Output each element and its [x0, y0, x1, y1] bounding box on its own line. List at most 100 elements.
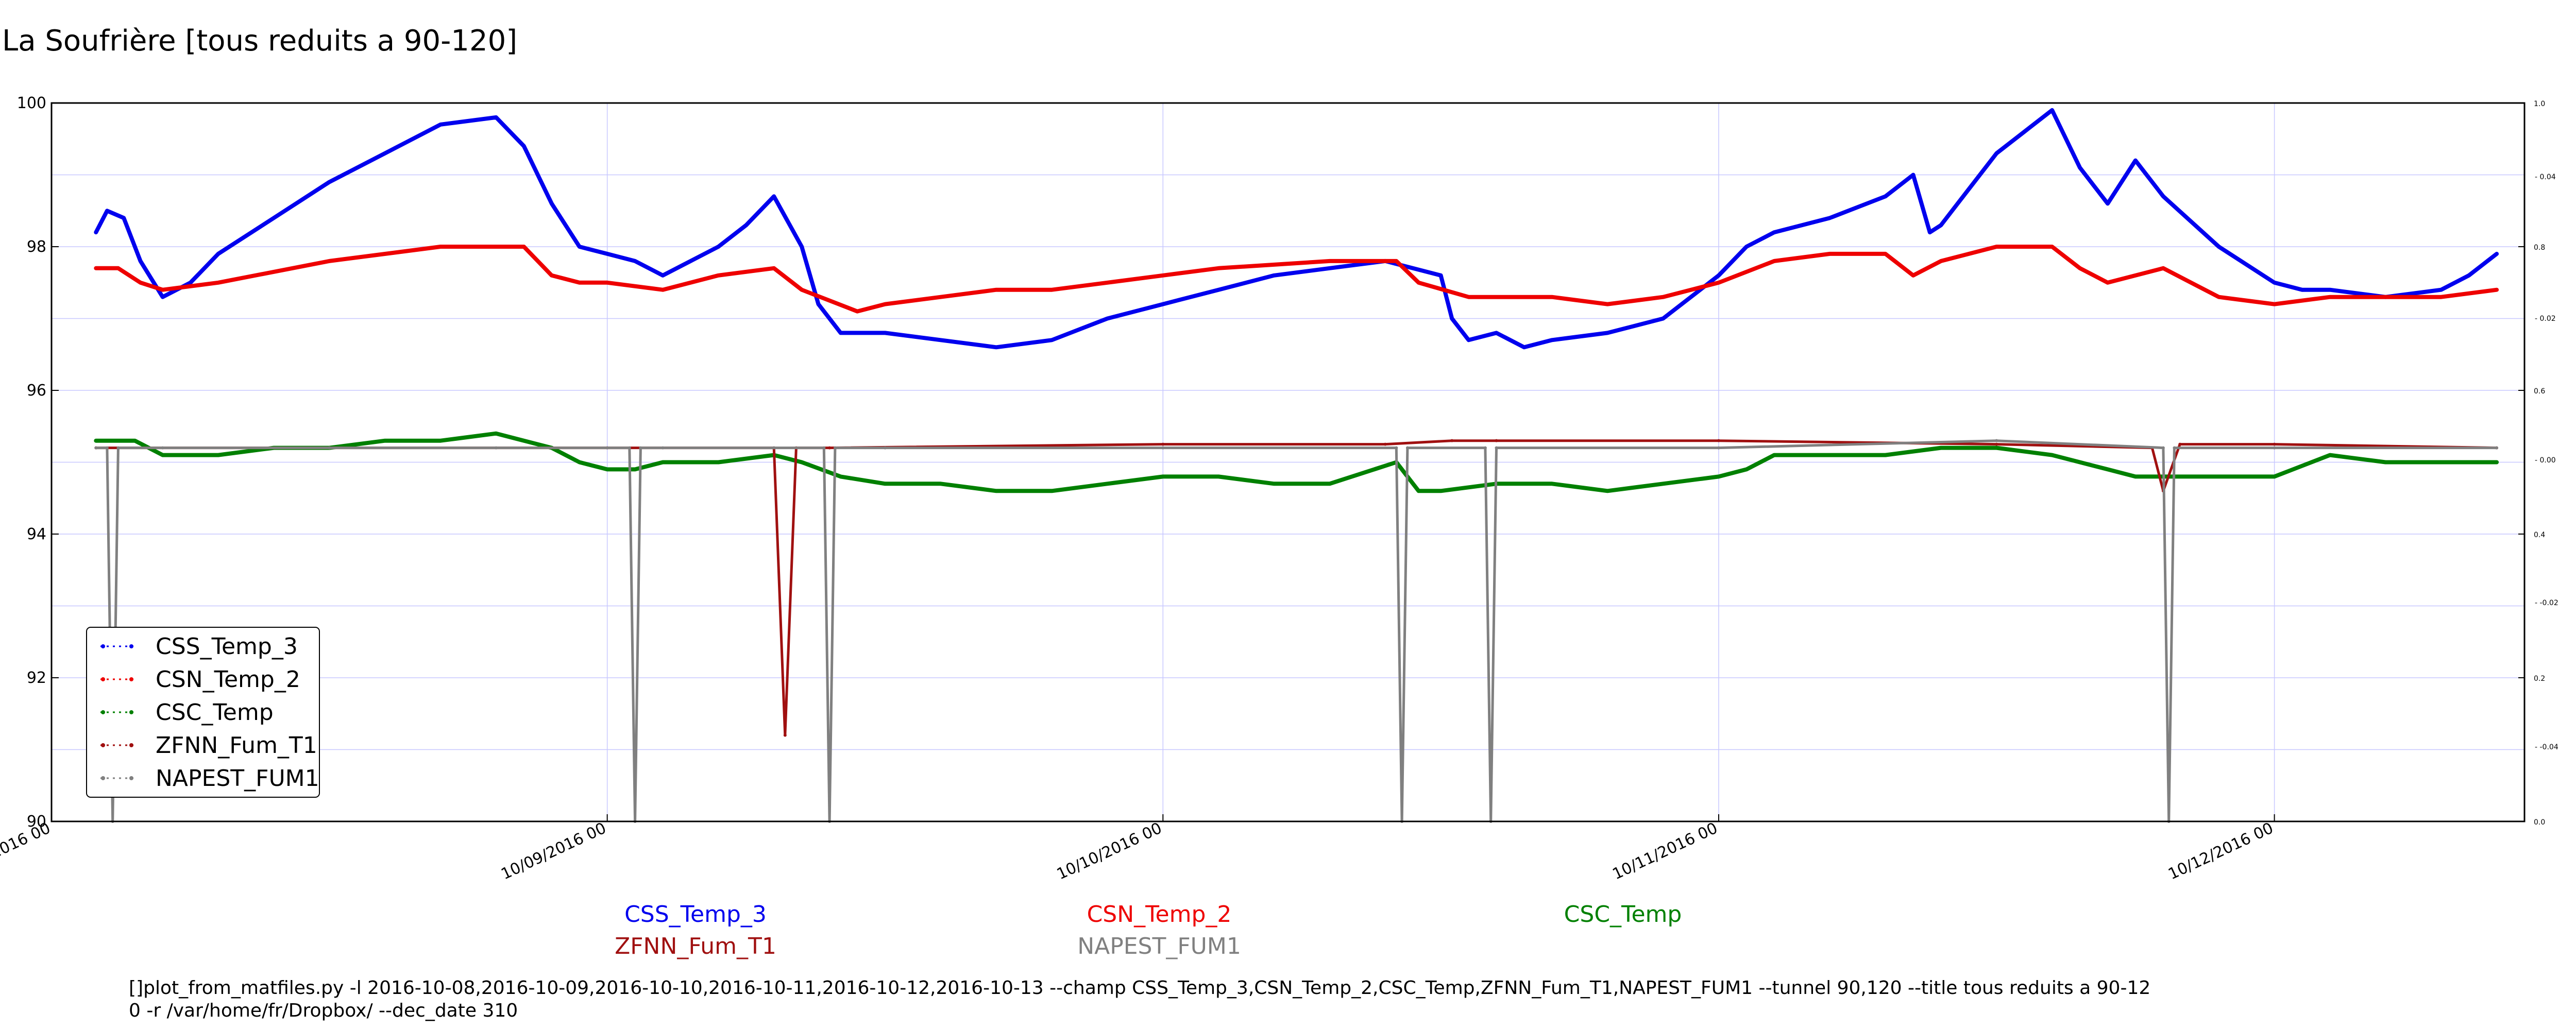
- data-point-CSC_Temp: [1328, 482, 1331, 486]
- data-point-CSN_Temp_2: [116, 266, 120, 270]
- data-point-CSN_Temp_2: [1995, 245, 1998, 248]
- data-point-CSC_Temp: [1439, 489, 1443, 493]
- bottom-label-CSS_Temp_3: CSS_Temp_3: [624, 901, 767, 928]
- data-point-CSS_Temp_3: [1744, 245, 1748, 248]
- data-point-CSS_Temp_3: [1522, 346, 1526, 349]
- series-line-CSN_Temp_2: [94, 245, 2499, 314]
- data-point-CSN_Temp_2: [161, 288, 164, 291]
- data-point-CSS_Temp_3: [1606, 331, 1609, 335]
- data-point-CSS_Temp_3: [2439, 288, 2443, 291]
- data-point-NAPEST_FUM1: [105, 446, 109, 450]
- data-point-CSS_Temp_3: [1772, 231, 1776, 234]
- data-point-CSS_Temp_3: [2133, 159, 2137, 162]
- data-point-CSN_Temp_2: [1550, 295, 1554, 299]
- data-point-NAPEST_FUM1: [94, 446, 98, 450]
- data-point-CSS_Temp_3: [1273, 273, 1276, 277]
- data-point-CSN_Temp_2: [1395, 259, 1398, 263]
- data-point-CSS_Temp_3: [994, 346, 998, 349]
- data-point-CSS_Temp_3: [772, 195, 776, 198]
- data-point-CSS_Temp_3: [105, 209, 109, 213]
- data-point-CSS_Temp_3: [2467, 273, 2471, 277]
- data-point-CSC_Temp: [2273, 475, 2276, 478]
- right-tick-label-small: - 0.04: [2535, 173, 2556, 181]
- data-point-CSS_Temp_3: [939, 338, 942, 342]
- x-tick-label: 10/12/2016 00: [2165, 819, 2276, 884]
- data-point-CSC_Temp: [2106, 468, 2110, 471]
- data-point-CSC_Temp: [2217, 475, 2221, 478]
- data-point-CSN_Temp_2: [2495, 288, 2499, 291]
- data-point-NAPEST_FUM1: [2161, 446, 2165, 450]
- data-point-ZFNN_Fum_T1: [1383, 442, 1387, 446]
- data-point-CSN_Temp_2: [1050, 288, 1054, 291]
- data-point-CSN_Temp_2: [1106, 281, 1109, 284]
- data-point-CSS_Temp_3: [216, 252, 220, 255]
- data-point-CSS_Temp_3: [1662, 317, 1665, 320]
- data-point-CSC_Temp: [883, 482, 887, 486]
- legend-marker-CSC_Temp: [129, 710, 133, 714]
- data-point-CSN_Temp_2: [939, 295, 942, 299]
- data-point-CSN_Temp_2: [216, 281, 220, 284]
- y-tick-label: 98: [27, 238, 46, 256]
- data-point-CSN_Temp_2: [1939, 259, 1943, 263]
- data-point-CSS_Temp_3: [1928, 231, 1931, 234]
- data-point-NAPEST_FUM1: [1405, 446, 1409, 450]
- data-point-CSS_Temp_3: [272, 216, 276, 220]
- data-point-ZFNN_Fum_T1: [1717, 439, 1720, 442]
- data-point-CSS_Temp_3: [1450, 317, 1454, 320]
- data-point-CSC_Temp: [522, 439, 526, 442]
- legend-label-NAPEST_FUM1: NAPEST_FUM1: [156, 765, 319, 792]
- data-point-CSC_Temp: [1884, 453, 1887, 457]
- data-point-CSN_Temp_2: [717, 273, 720, 277]
- data-point-CSN_Temp_2: [2106, 281, 2110, 284]
- right-tick-label: 0.2: [2534, 675, 2545, 683]
- data-point-CSN_Temp_2: [1217, 266, 1221, 270]
- data-point-CSN_Temp_2: [2161, 266, 2165, 270]
- data-point-CSN_Temp_2: [856, 310, 859, 313]
- plot-frame: [50, 102, 2526, 822]
- right-tick-label: 0.4: [2534, 531, 2545, 539]
- data-point-CSC_Temp: [216, 453, 220, 457]
- data-point-CSS_Temp_3: [1050, 338, 1054, 342]
- data-point-CSS_Temp_3: [1828, 216, 1832, 220]
- bottom-series-labels: CSS_Temp_3 CSN_Temp_2 CSC_Temp ZFNN_Fum_T1 N…: [615, 901, 1682, 959]
- data-point-CSS_Temp_3: [1106, 317, 1109, 320]
- data-point-CSN_Temp_2: [94, 266, 98, 270]
- data-point-CSN_Temp_2: [2384, 295, 2387, 299]
- data-point-CSS_Temp_3: [2273, 281, 2276, 284]
- data-point-CSC_Temp: [1273, 482, 1276, 486]
- data-point-CSC_Temp: [1161, 475, 1165, 478]
- data-point-CSS_Temp_3: [578, 245, 581, 248]
- data-point-NAPEST_FUM1: [1483, 446, 1487, 450]
- legend-marker-CSN_Temp_2: [129, 677, 133, 681]
- data-point-CSS_Temp_3: [161, 295, 164, 299]
- data-point-NAPEST_FUM1: [1717, 446, 1720, 450]
- data-point-CSS_Temp_3: [839, 331, 842, 335]
- command-line: []plot_from_matfiles.py -l 2016-10-08,20…: [129, 977, 2150, 1021]
- data-point-CSN_Temp_2: [2078, 266, 2082, 270]
- data-point-CSN_Temp_2: [578, 281, 581, 284]
- data-point-ZFNN_Fum_T1: [2178, 442, 2182, 446]
- data-point-CSC_Temp: [2495, 460, 2499, 464]
- data-point-CSS_Temp_3: [605, 252, 609, 255]
- data-point-CSN_Temp_2: [2189, 281, 2193, 284]
- data-point-CSC_Temp: [1662, 482, 1665, 486]
- data-point-CSS_Temp_3: [189, 281, 192, 284]
- data-point-CSN_Temp_2: [1911, 273, 1915, 277]
- data-point-CSS_Temp_3: [2050, 108, 2054, 112]
- data-point-NAPEST_FUM1: [883, 446, 887, 450]
- data-point-CSN_Temp_2: [1467, 295, 1470, 299]
- data-point-CSS_Temp_3: [1550, 338, 1554, 342]
- data-point-CSC_Temp: [1217, 475, 1221, 478]
- data-point-CSC_Temp: [939, 482, 942, 486]
- data-point-CSS_Temp_3: [439, 123, 443, 126]
- series-layer: [94, 108, 2499, 823]
- data-point-CSC_Temp: [578, 460, 581, 464]
- data-point-NAPEST_FUM1: [494, 446, 498, 450]
- data-point-CSC_Temp: [2384, 460, 2387, 464]
- data-point-CSS_Temp_3: [1161, 302, 1165, 306]
- right-tick-label: 0.6: [2534, 387, 2545, 396]
- data-point-NAPEST_FUM1: [161, 446, 164, 450]
- data-point-NAPEST_FUM1: [605, 446, 609, 450]
- data-point-CSS_Temp_3: [1495, 331, 1498, 335]
